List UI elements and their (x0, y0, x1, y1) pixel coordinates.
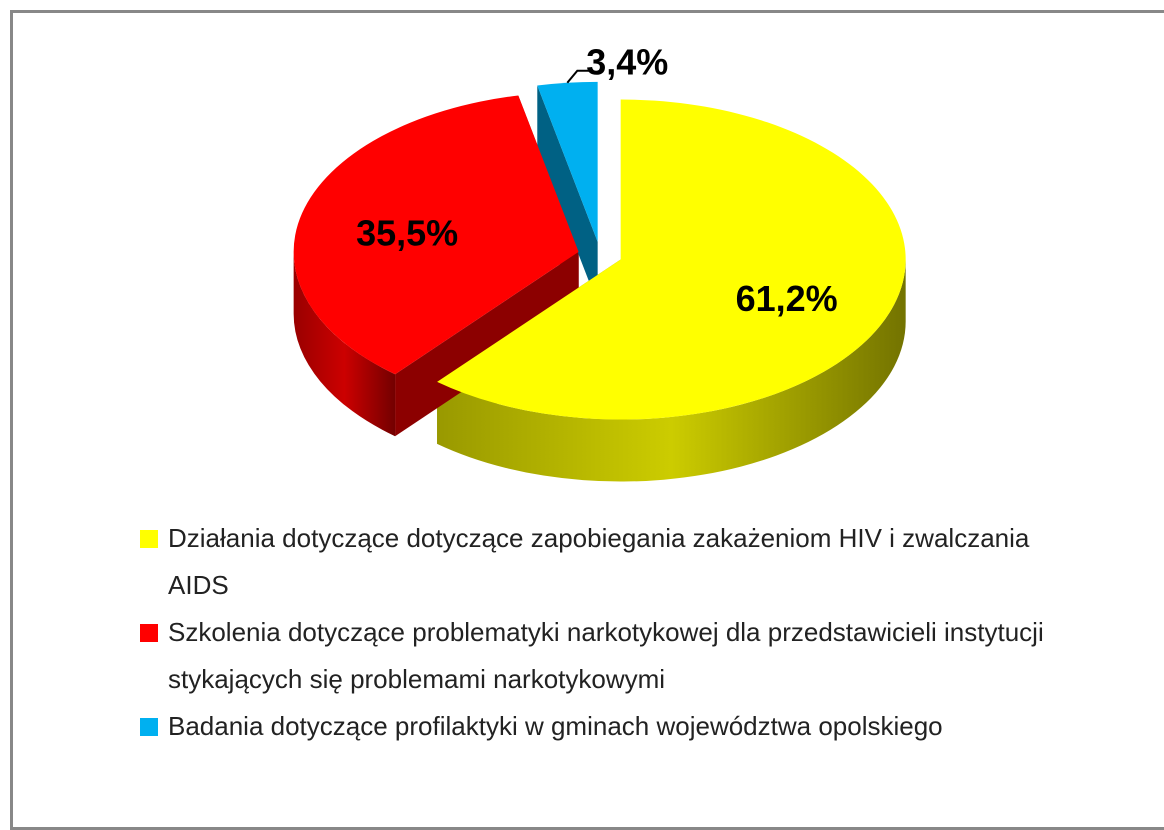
legend-label: Działania dotyczące dotyczące zapobiegan… (168, 523, 1030, 600)
legend-swatch (140, 530, 158, 548)
slice-wall (537, 85, 598, 304)
leader-line (566, 69, 590, 84)
legend-swatch (140, 624, 158, 642)
slice-side (293, 251, 396, 437)
legend-item: Szkolenia dotyczące problematyki narkoty… (140, 609, 1050, 703)
legend-item: Badania dotyczące profilaktyki w gminach… (140, 703, 1050, 750)
top-faces (293, 81, 906, 420)
data-label: 35,5% (356, 212, 458, 253)
legend-item: Działania dotyczące dotyczące zapobiegan… (140, 515, 1050, 609)
legend-swatch (140, 718, 158, 736)
legend: Działania dotyczące dotyczące zapobiegan… (140, 515, 1050, 750)
slice (293, 95, 579, 375)
legend-label: Badania dotyczące profilaktyki w gminach… (168, 711, 943, 741)
slice (437, 99, 906, 420)
slice-side (437, 259, 906, 482)
data-label: 61,2% (736, 278, 838, 319)
data-label: 3,4% (586, 41, 668, 82)
slice (537, 81, 598, 242)
slice-wall (395, 251, 579, 437)
legend-label: Szkolenia dotyczące problematyki narkoty… (168, 617, 1044, 694)
